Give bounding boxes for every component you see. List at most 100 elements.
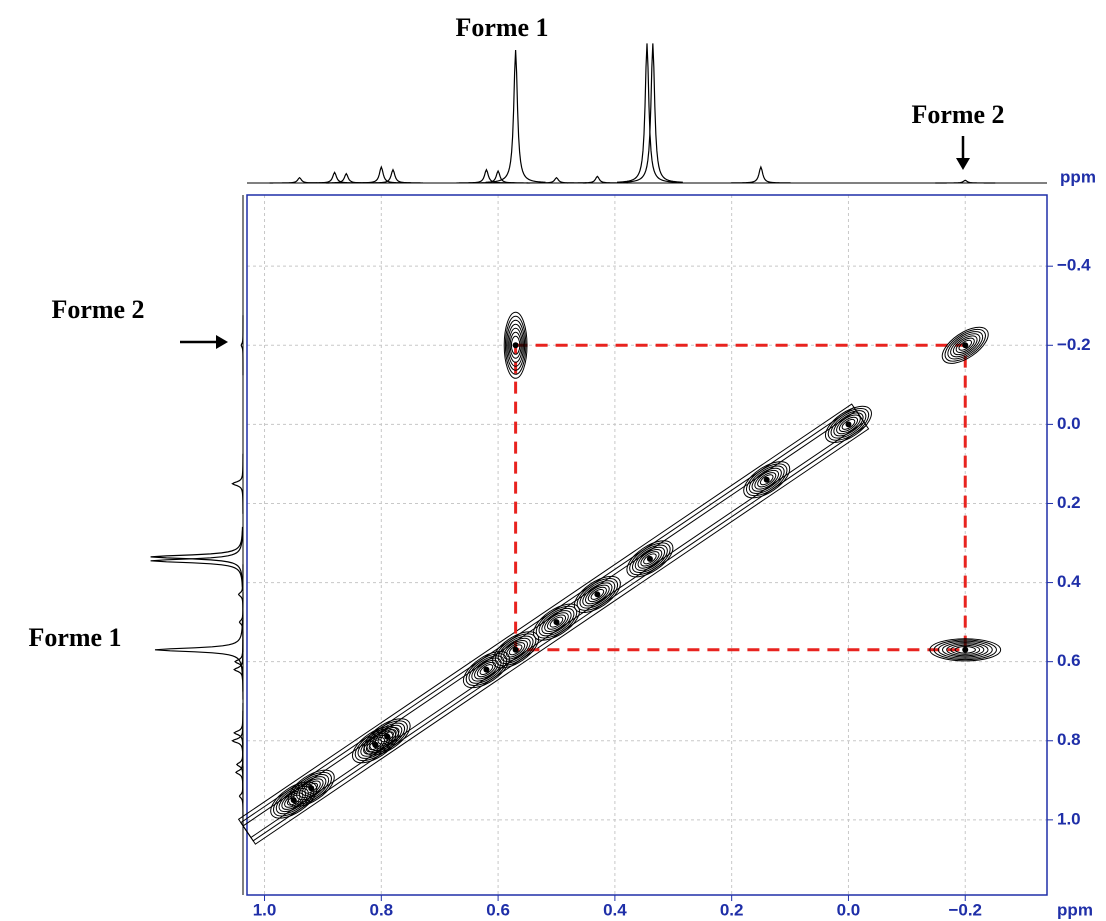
contour-line [287,769,335,807]
contour-line [836,414,861,435]
projection-peak [154,619,244,680]
contour-line [841,418,856,430]
contour-line [933,639,997,661]
contour-peak [743,461,791,499]
contour-peak [287,769,335,807]
contour-peak [941,326,989,364]
contour-line [510,335,521,355]
contour-line [759,474,774,486]
x-tick-label: 0.6 [486,900,510,919]
contour-line [754,469,780,490]
contour-core [763,476,770,483]
projection-peak [150,530,244,591]
contour-peak [825,405,872,443]
projection-peak [240,315,244,376]
y-tick-label: 0.4 [1057,572,1081,591]
contour-line [468,655,505,684]
contour-line [643,553,657,565]
contour-line [374,726,400,747]
exchange-box [514,343,967,652]
contour-core [372,741,379,748]
contour-line [352,726,399,764]
contour-line [626,540,674,578]
projection-peak [935,179,996,184]
contour-line [503,311,528,379]
y-tick-label: 0.2 [1057,493,1081,512]
x-tick-label: 0.0 [837,900,861,919]
contour-core [512,646,519,653]
projection-peak [567,175,628,184]
annotation: Forme 1 [28,623,121,652]
contour-line [947,331,984,360]
contour-line [743,461,791,499]
contour-line [293,774,330,803]
contour-line [634,546,666,571]
x-tick-label: 1.0 [253,900,277,919]
contour-line [950,333,981,358]
contour-line [585,584,610,605]
contour-line [544,612,569,632]
x-tick-label: 0.2 [720,900,744,919]
contour-line [950,644,981,655]
contour-line [538,607,575,637]
contour-line [372,724,403,749]
contour-line [377,729,397,745]
contour-line [632,544,668,574]
projection-peak [304,171,365,184]
projection-peak [616,43,678,183]
contour-line [751,467,782,492]
contour-peak [363,718,411,756]
x-tick-label: 0.8 [369,900,393,919]
contour-line [500,637,531,662]
contour-line [380,731,394,743]
annotation: Forme 2 [51,295,144,324]
contour-core [512,342,519,349]
contour-line [365,737,386,753]
x-axis-label: ppm [1057,900,1093,919]
contour-core [384,733,391,740]
projection-peak [351,165,412,184]
contour-line [508,327,523,363]
projection-peak [231,453,244,514]
contour-line [587,586,607,603]
projection-peak [622,43,683,183]
contour-line [746,463,788,497]
contour-line [830,410,867,439]
contour-line [549,616,564,628]
contour-line [590,588,605,600]
contour-line [748,465,785,494]
contour-line [937,640,993,659]
contour-line [954,646,976,654]
contour-line [944,328,986,362]
arrowhead [216,335,228,349]
contour-line [541,610,572,635]
contour-line [941,642,989,658]
contour-line [363,718,411,756]
contour-core [845,421,852,428]
contour-line [955,337,975,353]
contour-line [506,319,526,371]
contour-line [506,642,526,658]
projection-peak [526,176,587,184]
contour-line [637,549,663,569]
contour-line [508,644,523,656]
y-tick-label: −0.2 [1057,335,1091,354]
contour-line [757,472,777,488]
contour-line [941,326,989,364]
contour-line [471,657,502,682]
contour-core [483,666,490,673]
contour-line [958,339,973,351]
annotation: Forme 1 [455,13,548,42]
contour-line [827,407,870,441]
projection-peak [485,49,546,183]
contour-line [301,780,321,796]
contour-peak [573,575,621,613]
contour-line [509,331,522,359]
x-tick-label: −0.2 [948,900,982,919]
contour-line [833,412,864,437]
contour-core [594,591,601,598]
contour-line [465,653,508,686]
contour-line [507,323,524,367]
